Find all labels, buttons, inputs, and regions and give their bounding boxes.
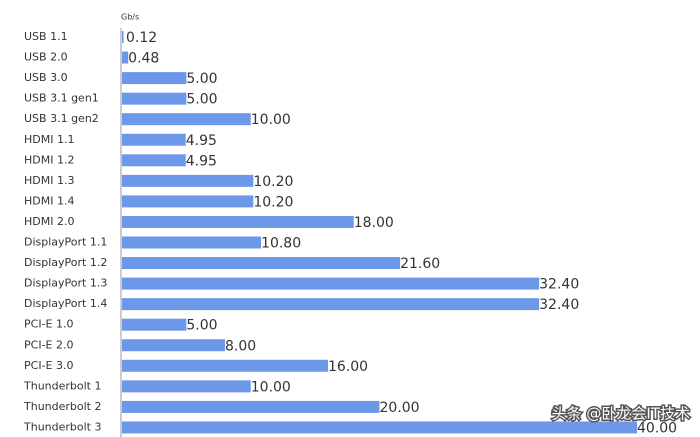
value-label: 10.20 (253, 194, 293, 210)
bar (122, 236, 262, 249)
bar (122, 257, 401, 270)
category-label: Thunderbolt 3 (23, 420, 101, 433)
bar (122, 215, 354, 228)
category-label: PCI-E 1.0 (24, 318, 73, 331)
category-label: HDMI 1.3 (24, 174, 74, 187)
bar (122, 174, 254, 187)
value-label: 40.00 (637, 420, 677, 436)
bar (122, 92, 187, 105)
bar (122, 51, 129, 64)
category-label: DisplayPort 1.2 (24, 256, 107, 269)
bar (122, 72, 187, 85)
category-label: PCI-E 2.0 (24, 338, 73, 351)
category-label: DisplayPort 1.3 (24, 277, 107, 290)
value-label: 21.60 (400, 256, 440, 272)
bar (122, 318, 187, 331)
bar (122, 421, 637, 434)
value-label: 10.80 (261, 236, 301, 252)
value-label: 5.00 (186, 318, 217, 334)
value-label: 4.95 (186, 153, 217, 169)
category-label: Thunderbolt 2 (23, 400, 101, 413)
bar (122, 400, 380, 413)
bar (122, 195, 254, 208)
value-label: 32.40 (539, 277, 579, 293)
bar (122, 339, 225, 352)
category-label: USB 3.1 gen1 (24, 92, 99, 105)
bar (122, 133, 186, 146)
category-label: PCI-E 3.0 (24, 359, 73, 372)
value-label: 8.00 (225, 338, 256, 354)
value-label: 10.20 (253, 174, 293, 190)
category-label: DisplayPort 1.4 (24, 297, 107, 310)
category-label: HDMI 1.4 (24, 194, 74, 207)
value-label: 4.95 (186, 133, 217, 149)
value-label: 5.00 (186, 71, 217, 87)
value-label: 10.00 (251, 112, 291, 128)
category-label: Thunderbolt 1 (23, 379, 101, 392)
category-label: DisplayPort 1.1 (24, 236, 107, 249)
bar (122, 359, 328, 372)
bar (122, 380, 251, 393)
bar (122, 154, 186, 167)
bar (122, 113, 251, 126)
category-label: USB 2.0 (24, 51, 68, 64)
category-label: HDMI 1.2 (24, 153, 74, 166)
watermark: 头条 @卧龙会IT技术 (552, 405, 690, 423)
category-label: USB 3.1 gen2 (24, 112, 99, 125)
value-label: 18.00 (354, 215, 394, 231)
value-label: 16.00 (328, 359, 368, 375)
category-label: USB 3.0 (24, 71, 68, 84)
unit-label: Gb/s (121, 13, 139, 22)
value-label: 0.48 (128, 51, 159, 67)
value-label: 20.00 (380, 400, 420, 416)
bar (122, 277, 540, 290)
bar (122, 298, 540, 311)
value-label: 5.00 (186, 92, 217, 108)
value-label: 0.12 (126, 30, 157, 46)
value-label: 32.40 (539, 297, 579, 313)
category-label: HDMI 1.1 (24, 133, 74, 146)
value-label: 10.00 (251, 379, 291, 395)
bar (122, 31, 124, 43)
category-label: HDMI 2.0 (24, 215, 74, 228)
category-label: USB 1.1 (24, 30, 68, 43)
